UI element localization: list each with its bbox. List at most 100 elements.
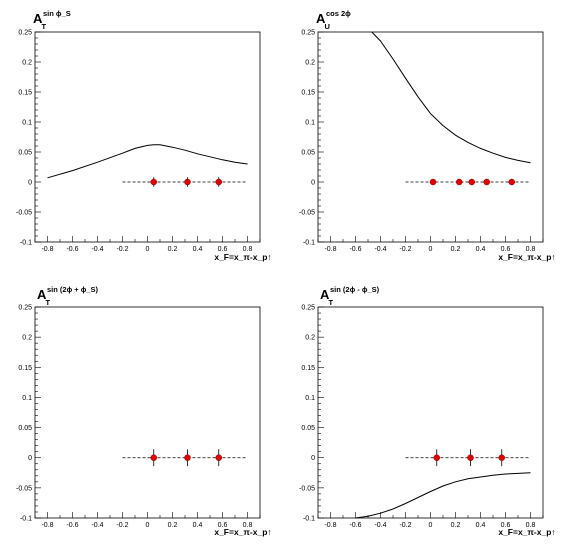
y-tick-label: -0.05 <box>16 210 32 217</box>
data-marker <box>468 178 475 186</box>
x-tick-label: 0.2 <box>451 246 461 253</box>
x-tick-label: -0.4 <box>374 246 386 253</box>
data-point <box>456 178 463 186</box>
x-tick-label: 0.2 <box>451 522 461 529</box>
y-axis-label: A <box>320 287 330 302</box>
data-point <box>468 178 475 186</box>
y-tick-label: -0.1 <box>20 240 32 247</box>
x-tick-label: 0.6 <box>218 246 228 253</box>
y-axis-label-superscript: sin ϕ_S <box>43 9 71 18</box>
data-point <box>150 449 157 467</box>
x-tick-label: 0 <box>429 522 433 529</box>
y-tick-label: 0.25 <box>18 30 32 37</box>
x-tick-label: -0.8 <box>41 246 53 253</box>
x-tick-label: 0.6 <box>218 522 228 529</box>
x-tick-label: -0.6 <box>349 246 361 253</box>
data-marker <box>150 454 157 461</box>
y-tick-label: 0.25 <box>301 30 315 37</box>
data-marker <box>215 454 222 461</box>
x-tick-label: 0.4 <box>476 522 486 529</box>
data-marker <box>150 178 157 186</box>
panel-3: -0.1 -0.05 0 0.05 0.1 0.15 0.2 0.25 -0.8 -0.6 -0.4… <box>16 285 272 537</box>
plot-frame <box>34 31 261 243</box>
y-tick-label: 0.1 <box>22 395 32 402</box>
plot-frame <box>317 31 544 243</box>
theory-curve <box>371 31 531 164</box>
y-tick-label: -0.1 <box>20 516 32 523</box>
x-tick-label: -0.2 <box>116 246 128 253</box>
y-axis-label-subscript: T <box>329 298 334 307</box>
x-tick-label: -0.8 <box>41 522 53 529</box>
y-tick-label: -0.05 <box>16 485 32 492</box>
x-tick-label: -0.2 <box>399 522 411 529</box>
y-tick-label: 0.25 <box>301 305 315 312</box>
plot-frame <box>34 306 261 519</box>
theory-curve <box>47 144 248 179</box>
x-tick-label: 0 <box>429 246 433 253</box>
y-tick-label: 0.1 <box>22 120 32 127</box>
x-tick-label: -0.8 <box>324 522 336 529</box>
data-point <box>429 178 437 186</box>
x-tick-label: -0.4 <box>91 246 103 253</box>
data-point <box>467 449 474 467</box>
x-tick-label: -0.4 <box>91 522 103 529</box>
x-tick-label: 0.8 <box>243 246 253 253</box>
y-tick-label: 0 <box>311 455 315 462</box>
theory-curve <box>355 472 531 519</box>
y-tick-label: -0.05 <box>299 485 315 492</box>
data-point <box>498 449 505 467</box>
panel-1: -0.1 -0.05 0 0.05 0.1 0.15 0.2 0.25 -0.8 -0.6 -0.4… <box>16 9 272 262</box>
x-tick-label: 0.4 <box>193 246 203 253</box>
x-tick-label: 0 <box>146 522 150 529</box>
x-tick-label: -0.4 <box>374 522 386 529</box>
x-tick-label: -0.2 <box>116 522 128 529</box>
x-tick-label: 0.6 <box>501 522 511 529</box>
data-marker <box>508 178 515 186</box>
data-marker <box>456 178 463 186</box>
data-point <box>150 177 157 187</box>
x-tick-label: 0.6 <box>501 246 511 253</box>
x-tick-label: 0.4 <box>476 246 486 253</box>
y-axis-label-subscript: T <box>46 298 51 307</box>
y-tick-label: 0.25 <box>18 305 32 312</box>
panel-4: -0.1 -0.05 0 0.05 0.1 0.15 0.2 0.25 -0.8 -0.6 -0.4… <box>299 285 556 537</box>
panel-2: -0.1 -0.05 0 0.05 0.1 0.15 0.2 0.25 -0.8 -0.6 -0.4… <box>299 9 556 262</box>
x-tick-label: -0.2 <box>399 246 411 253</box>
y-tick-label: 0.15 <box>301 90 315 97</box>
x-tick-label: 0.8 <box>243 522 253 529</box>
y-tick-label: 0.05 <box>18 150 32 157</box>
data-point <box>215 449 222 467</box>
x-tick-label: -0.6 <box>66 246 78 253</box>
data-point <box>508 178 515 186</box>
data-marker <box>184 454 191 461</box>
x-tick-label: 0.8 <box>526 246 536 253</box>
data-marker <box>184 178 191 186</box>
y-axis-label: A <box>33 11 43 26</box>
y-axis-label-subscript: U <box>325 22 330 31</box>
y-tick-label: 0.05 <box>301 150 315 157</box>
x-tick-label: -0.6 <box>349 522 361 529</box>
x-axis-label: x_F=x_π-x_p↑ <box>498 527 555 537</box>
y-tick-label: 0.05 <box>301 425 315 432</box>
y-tick-label: 0.05 <box>18 425 32 432</box>
y-tick-label: 0 <box>28 180 32 187</box>
y-tick-label: 0 <box>311 180 315 187</box>
y-tick-label: 0.15 <box>18 90 32 97</box>
y-tick-label: 0.15 <box>18 365 32 372</box>
y-axis-label: A <box>316 11 326 26</box>
y-tick-label: -0.05 <box>299 210 315 217</box>
x-tick-label: -0.8 <box>324 246 336 253</box>
x-axis-label: x_F=x_π-x_p↑ <box>498 252 555 262</box>
y-tick-label: 0.1 <box>305 120 315 127</box>
x-tick-label: 0.4 <box>193 522 203 529</box>
y-axis-label: A <box>37 287 47 302</box>
x-axis-label: x_F=x_π-x_p↑ <box>214 527 271 537</box>
data-marker <box>483 178 490 186</box>
plot-frame <box>317 306 544 519</box>
x-tick-label: -0.6 <box>66 522 78 529</box>
y-tick-label: 0 <box>28 455 32 462</box>
y-tick-label: -0.1 <box>303 516 315 523</box>
x-tick-label: 0.2 <box>168 522 178 529</box>
data-marker <box>467 454 474 461</box>
